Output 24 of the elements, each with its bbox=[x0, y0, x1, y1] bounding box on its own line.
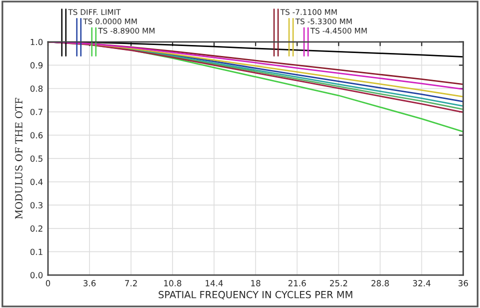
x-tick-label: 3.6 bbox=[84, 280, 96, 286]
y-axis-title: MODULUS OF THE OTF bbox=[15, 98, 22, 219]
y-tick-label: 0.1 bbox=[30, 248, 42, 256]
y-tick-label: 0.0 bbox=[30, 272, 43, 278]
y-tick-label: 0.6 bbox=[30, 132, 43, 138]
x-tick-label: 25.2 bbox=[330, 280, 348, 286]
x-tick-label: 36 bbox=[458, 280, 468, 286]
y-tick-label: 0.4 bbox=[30, 178, 43, 186]
x-tick-label: 32.4 bbox=[413, 280, 430, 286]
x-axis-title: SPATIAL FREQUENCY IN CYCLES PER MM bbox=[158, 290, 352, 300]
y-tick-label: 0.9 bbox=[30, 62, 43, 68]
x-tick-label: 18 bbox=[251, 280, 260, 286]
x-tick-label: 7.2 bbox=[125, 280, 137, 286]
x-tick-label: 28.8 bbox=[371, 280, 389, 286]
x-tick-label: 21.6 bbox=[288, 280, 306, 286]
y-tick-label: 1.0 bbox=[30, 38, 43, 46]
y-tick-label: 0.8 bbox=[30, 86, 43, 92]
y-tick-label: 0.3 bbox=[30, 202, 42, 208]
x-tick-label: 0 bbox=[46, 280, 50, 286]
y-tick-label: 0.7 bbox=[30, 108, 42, 116]
x-tick-label: 10.8 bbox=[164, 280, 182, 286]
y-tick-label: 0.2 bbox=[30, 225, 42, 232]
x-tick-label: 14.4 bbox=[206, 280, 223, 286]
y-tick-label: 0.5 bbox=[30, 155, 42, 162]
